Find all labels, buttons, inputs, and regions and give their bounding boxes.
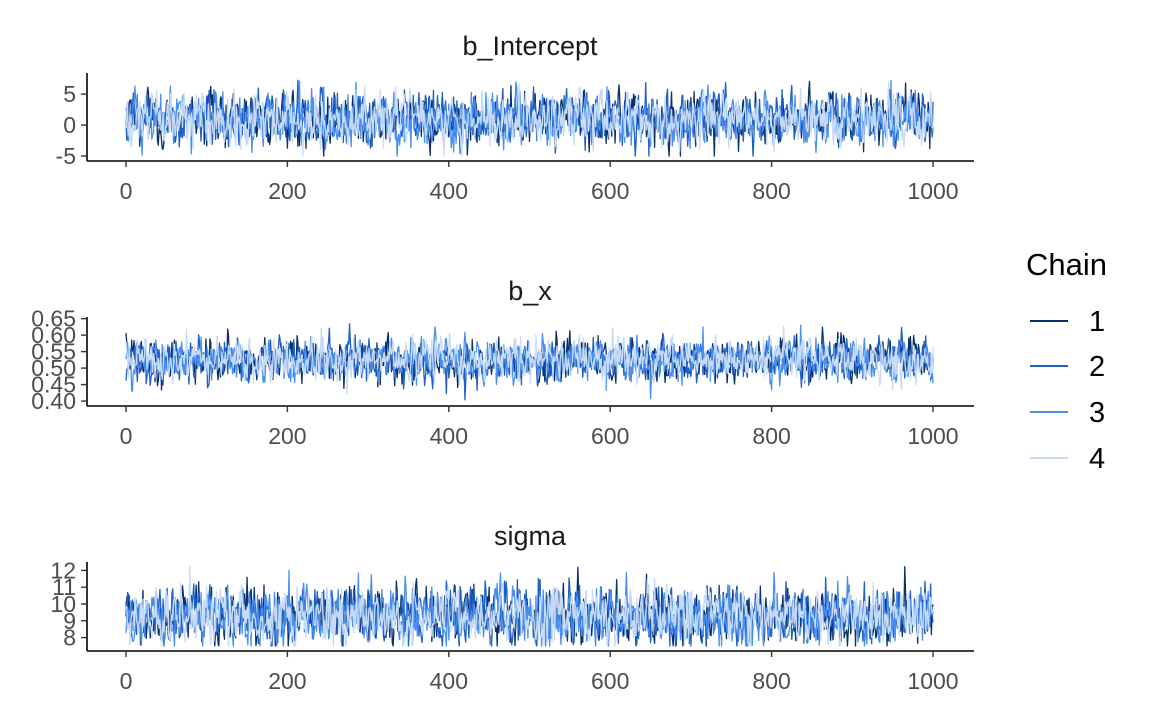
x-ticks-b-x: 0 200 400 600 800 1000 xyxy=(120,406,959,449)
x-tick-label: 1000 xyxy=(907,668,958,694)
y-ticks-b-x: 0.400.450.500.550.600.65 xyxy=(31,306,87,414)
legend-label-3: 3 xyxy=(1089,397,1105,429)
y-tick-label: 10 xyxy=(50,591,76,617)
x-ticks-b-intercept: 0 200 400 600 800 1000 xyxy=(120,161,959,204)
x-tick-label: 400 xyxy=(430,178,468,204)
legend-entry-1: 1 xyxy=(1030,306,1105,338)
x-tick-label: 200 xyxy=(268,668,306,694)
y-tick-label: 11 xyxy=(52,574,76,600)
legend-label-4: 4 xyxy=(1089,443,1105,475)
y-tick-label: 5 xyxy=(63,81,76,107)
x-tick-label: 200 xyxy=(268,423,306,449)
series-line-chain-4 xyxy=(125,82,934,157)
x-tick-label: 1000 xyxy=(907,178,958,204)
legend-title: Chain xyxy=(1026,247,1107,282)
x-tick-label: 0 xyxy=(120,178,133,204)
x-tick-label: 1000 xyxy=(907,423,958,449)
panel-b-intercept: b_Intercept -5 0 5 0 200 400 600 800 1000 xyxy=(56,31,974,204)
legend-entry-2: 2 xyxy=(1030,351,1105,383)
x-tick-label: 800 xyxy=(752,668,790,694)
series-line-chain-4 xyxy=(125,325,934,395)
series-line-chain-3 xyxy=(125,569,934,647)
series-group-b-intercept xyxy=(125,79,934,157)
x-tick-label: 0 xyxy=(120,668,133,694)
panel-title-sigma: sigma xyxy=(494,521,567,551)
y-tick-label: 9 xyxy=(63,608,76,634)
x-tick-label: 600 xyxy=(591,423,629,449)
x-tick-label: 0 xyxy=(120,423,133,449)
y-tick-label: 0.60 xyxy=(31,322,76,348)
legend-label-1: 1 xyxy=(1089,306,1105,338)
series-line-chain-4 xyxy=(125,565,934,647)
legend: Chain 1 2 3 4 xyxy=(1026,247,1107,475)
x-tick-label: 800 xyxy=(752,178,790,204)
legend-entry-3: 3 xyxy=(1030,397,1105,429)
y-tick-label: 12 xyxy=(50,557,76,583)
panel-title-b-intercept: b_Intercept xyxy=(462,31,598,61)
panel-title-b-x: b_x xyxy=(508,276,552,306)
x-ticks-sigma: 0 200 400 600 800 1000 xyxy=(120,651,959,694)
x-tick-label: 200 xyxy=(268,178,306,204)
y-tick-label: 0.65 xyxy=(31,306,76,332)
y-ticks-b-intercept: -5 0 5 xyxy=(56,81,87,169)
legend-entry-4: 4 xyxy=(1030,443,1105,475)
x-tick-label: 600 xyxy=(591,178,629,204)
y-tick-label: 0 xyxy=(63,112,76,138)
series-group-b-x xyxy=(125,323,934,401)
y-tick-label: 0.55 xyxy=(31,339,76,365)
x-tick-label: 800 xyxy=(752,423,790,449)
legend-label-2: 2 xyxy=(1089,351,1105,383)
x-tick-label: 400 xyxy=(430,668,468,694)
series-line-chain-2 xyxy=(125,79,934,157)
y-tick-label: 0.45 xyxy=(31,372,76,398)
y-tick-label: 0.40 xyxy=(31,388,76,414)
y-tick-label: -5 xyxy=(56,143,76,169)
series-group-sigma xyxy=(125,565,934,647)
y-tick-label: 0.50 xyxy=(31,355,76,381)
y-tick-label: 8 xyxy=(63,625,76,651)
x-tick-label: 600 xyxy=(591,668,629,694)
x-tick-label: 400 xyxy=(430,423,468,449)
panel-b-x: b_x 0.400.450.500.550.600.65 0 200 400 600 8… xyxy=(31,276,974,449)
